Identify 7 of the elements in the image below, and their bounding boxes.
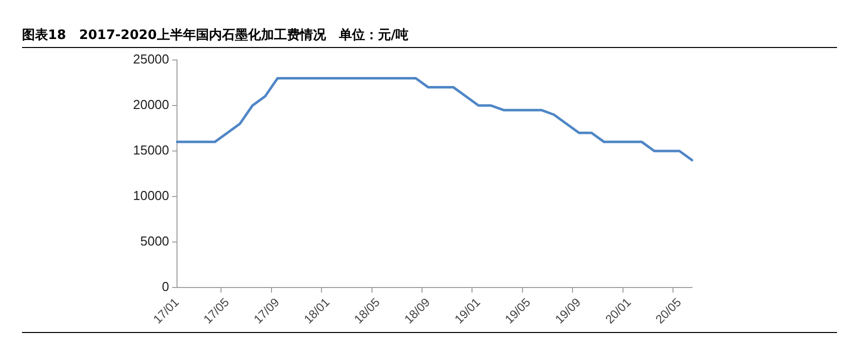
y-tick-label: 25000 — [132, 52, 170, 67]
y-tick-label: 5000 — [140, 234, 170, 249]
y-tick-label: 15000 — [132, 142, 170, 158]
y-tick-label: 0 — [162, 279, 170, 294]
chart-title: 图表18 2017-2020上半年国内石墨化加工费情况 单位：元/吨 — [22, 26, 837, 48]
y-tick-label: 10000 — [132, 188, 170, 204]
y-tick-label: 20000 — [132, 97, 170, 112]
